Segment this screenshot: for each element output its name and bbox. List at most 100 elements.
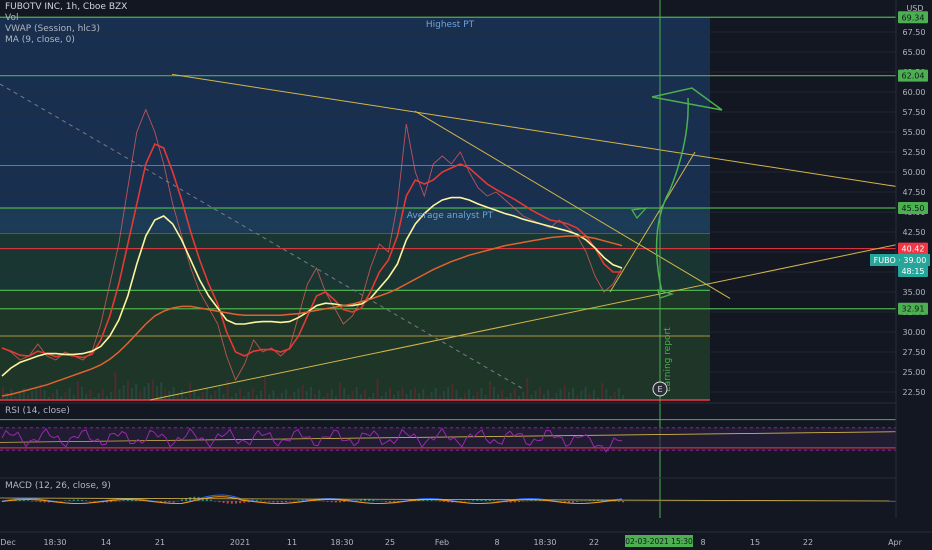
volume-bar <box>376 379 379 400</box>
badge-highest-pt-badge-bg <box>898 11 928 24</box>
indicator-ma[interactable]: MA (9, close, 0) <box>5 35 75 45</box>
volume-bar <box>451 384 454 400</box>
macd-histogram-bar <box>293 500 296 502</box>
volume-bar <box>534 391 537 400</box>
earning-marker[interactable] <box>652 381 668 397</box>
fubo-price-badge[interactable]: FUBO · 39.00 <box>874 256 927 265</box>
price-series-2 <box>1 196 623 377</box>
symbol-title[interactable]: FUBOTV INC, 1h, Cboe BZX <box>5 2 128 12</box>
macd-histogram-bar <box>443 501 446 502</box>
time-tick: 11 <box>287 538 297 547</box>
volume-bar <box>106 396 109 400</box>
macd-title[interactable]: MACD (12, 26, close, 9) <box>5 481 111 491</box>
volume-bar <box>463 393 466 400</box>
volume-bar <box>289 396 292 400</box>
volume-bar <box>247 392 250 400</box>
badge-40[interactable]: 40.42 <box>902 245 925 254</box>
volume-bar <box>488 381 491 400</box>
macd-histogram-bar <box>430 499 433 501</box>
volume-bar <box>276 397 279 400</box>
volume-bar <box>314 394 317 400</box>
price-tick: 65.00 <box>903 48 926 57</box>
volume-bar <box>597 397 600 400</box>
volume-bar <box>147 383 150 400</box>
volume-bar <box>251 388 254 400</box>
macd-histogram-bar <box>393 501 396 503</box>
average-pt-label: Average analyst PT <box>407 211 494 221</box>
macd-histogram-bar <box>126 499 129 501</box>
volume-bar <box>185 397 188 400</box>
time-tick: 22 <box>803 538 813 547</box>
volume-bar <box>6 393 9 400</box>
volume-bar <box>255 395 258 400</box>
volume-bar <box>609 396 612 400</box>
volume-bar <box>455 390 458 400</box>
volume-bar <box>505 397 508 400</box>
time-tick: 2021 <box>230 538 250 547</box>
volume-bar <box>559 389 562 400</box>
volume-bar <box>347 395 350 400</box>
volume-bar <box>197 396 200 400</box>
rsi-legend[interactable]: RSI (14, close) <box>5 406 70 417</box>
cursor-time-badge[interactable]: 02-03-2021 15:30 <box>625 537 693 546</box>
volume-bar <box>555 393 558 400</box>
volume-bar <box>218 387 221 400</box>
volume-bar <box>97 393 100 400</box>
volume-bar <box>434 388 437 400</box>
volume-bar <box>101 389 104 400</box>
volume-bar <box>81 387 84 400</box>
volume-bar <box>413 387 416 400</box>
macd-histogram-bar <box>110 501 113 503</box>
macd-histogram-bar <box>35 501 38 502</box>
volume-bar <box>176 394 179 400</box>
rsi-line <box>1 427 623 453</box>
rsi-title[interactable]: RSI (14, close) <box>5 406 70 416</box>
macd-histogram-bar <box>272 501 275 503</box>
macd-histogram-bar <box>264 501 267 502</box>
indicator-vwap[interactable]: VWAP (Session, hlc3) <box>5 24 100 34</box>
volume-bar <box>110 392 113 400</box>
volume-bar <box>422 389 425 400</box>
volume-bar <box>39 384 42 400</box>
macd-histogram-bar <box>563 501 566 503</box>
badge-countdown[interactable]: 48:15 <box>901 267 924 276</box>
volume-bar <box>268 394 271 400</box>
volume-bar <box>572 388 575 400</box>
macd-histogram-bar <box>243 501 246 503</box>
highest-pt-label: Highest PT <box>426 20 475 30</box>
badge-highest-pt[interactable]: 69.34 <box>902 13 925 22</box>
macd-histogram-bar <box>180 499 183 501</box>
volume-bar <box>126 381 129 400</box>
volume-bar <box>613 392 616 400</box>
volume-bar <box>334 396 337 400</box>
macd-histogram-bar <box>64 500 67 501</box>
volume-bar <box>397 391 400 400</box>
volume-bar <box>214 391 217 400</box>
time-tick: 21 <box>155 538 165 547</box>
macd-histogram-bar <box>22 499 25 501</box>
macd-histogram-bar <box>164 501 167 503</box>
volume-bar <box>35 387 38 400</box>
badge-33[interactable]: 32.91 <box>902 305 925 314</box>
badge-62[interactable]: 62.04 <box>902 72 925 81</box>
volume-bar <box>418 393 421 400</box>
volume-bar <box>493 387 496 400</box>
volume-bar <box>180 390 183 400</box>
macd-legend[interactable]: MACD (12, 26, close, 9) <box>5 481 111 492</box>
macd-histogram-bar <box>160 501 163 503</box>
volume-bar <box>447 387 450 400</box>
volume-bar <box>513 389 516 400</box>
indicator-vol[interactable]: Vol <box>5 13 19 23</box>
volume-bar <box>622 395 624 400</box>
price-tick: 50.00 <box>903 168 926 177</box>
volume-bar <box>343 388 346 400</box>
volume-bar <box>351 391 354 400</box>
volume-bar <box>326 393 329 400</box>
volume-bar <box>26 395 29 400</box>
time-tick: 8 <box>700 538 705 547</box>
macd-histogram-bar <box>334 501 337 503</box>
price-tick: 42.50 <box>903 228 926 237</box>
macd-histogram-bar <box>31 501 34 502</box>
badge-45[interactable]: 45.50 <box>902 204 925 213</box>
